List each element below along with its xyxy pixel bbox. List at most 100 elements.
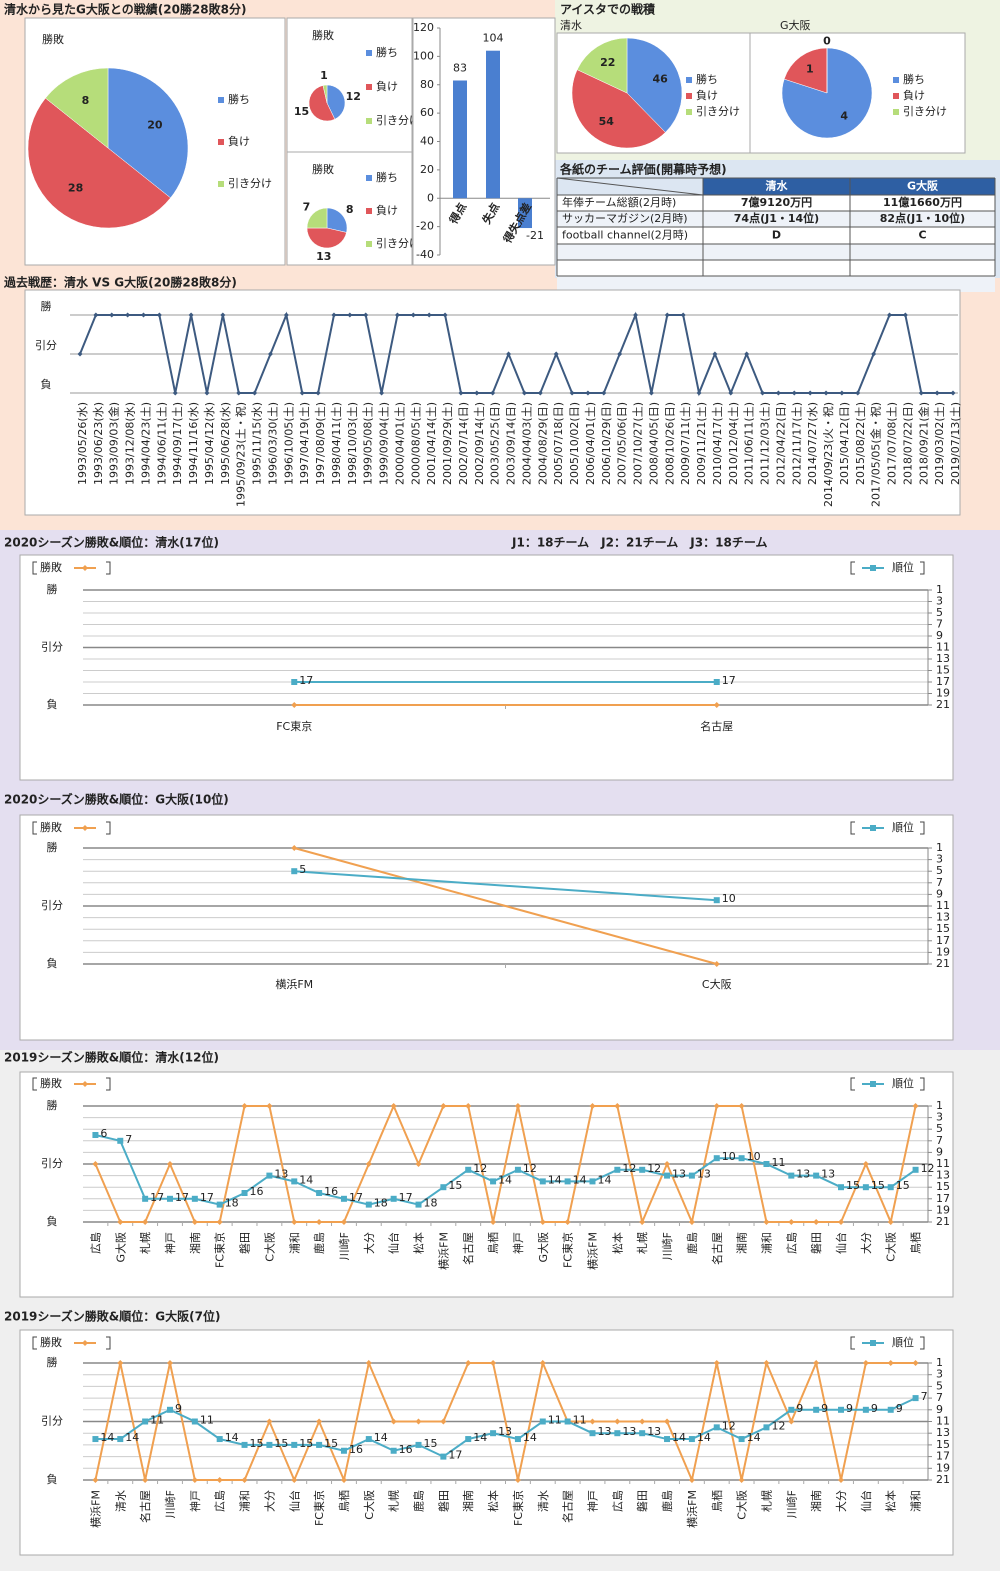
data-label: 14 — [125, 1431, 139, 1444]
table-cell: C — [918, 229, 926, 242]
table-cell: 7億9120万円 — [741, 195, 812, 209]
legend-marker — [82, 1081, 88, 1087]
marker — [490, 1430, 497, 1437]
table-cell: 82点(J1・10位) — [880, 211, 965, 225]
y2-tick-label: 19 — [936, 687, 950, 700]
data-label: 14 — [747, 1431, 761, 1444]
x-tick-label: 1994/09/17(土) — [171, 402, 184, 485]
line-series — [294, 870, 717, 902]
legend-bracket — [32, 821, 37, 835]
marker — [188, 312, 194, 318]
marker — [331, 312, 337, 318]
x-tick-label: 1995/11/15(水) — [251, 402, 264, 485]
x-tick-label: C大阪 — [884, 1232, 898, 1262]
marker — [166, 1406, 173, 1413]
legend-label: 勝ち — [903, 72, 925, 86]
y2-tick-label: 15 — [936, 1438, 950, 1451]
marker — [390, 1447, 397, 1454]
marker — [92, 1477, 99, 1483]
x-tick-label: 1995/09/23(土・祝) — [234, 402, 248, 507]
data-label: 17 — [722, 674, 736, 687]
legend-swatch — [686, 93, 692, 99]
x-tick-label: 1994/11/16(水) — [187, 402, 200, 485]
data-label: 13 — [796, 1168, 810, 1181]
x-tick-label: 磐田 — [809, 1232, 823, 1254]
data-label: 7 — [125, 1133, 132, 1146]
y-tick-label: 負 — [41, 378, 52, 391]
marker — [614, 1418, 621, 1425]
marker — [266, 1172, 273, 1179]
marker — [696, 390, 702, 396]
x-tick-label: 名古屋 — [710, 1232, 724, 1265]
marker — [379, 390, 385, 396]
marker — [363, 312, 369, 318]
marker — [887, 1219, 894, 1225]
marker — [813, 1172, 820, 1179]
marker — [664, 1436, 671, 1443]
marker — [465, 1103, 472, 1109]
y2-tick-label: 13 — [936, 652, 950, 665]
data-label: 13 — [647, 1425, 661, 1438]
y-tick-label: 80 — [420, 78, 434, 91]
legend-label: 引き分け — [376, 113, 420, 127]
marker — [267, 351, 273, 357]
data-label: 9 — [821, 1402, 828, 1415]
chart-box — [24, 289, 961, 516]
y2-tick-label: 17 — [936, 1192, 950, 1205]
chart-title: 2020シーズン勝敗&順位：清水(17位) — [4, 535, 219, 550]
x-tick-label: 名古屋 — [700, 719, 733, 733]
legend-swatch — [893, 109, 899, 115]
y-tick-label: 勝 — [47, 840, 58, 854]
marker — [191, 1219, 198, 1225]
marker — [564, 1178, 571, 1185]
marker — [241, 1477, 248, 1483]
legend-bracket — [850, 561, 855, 575]
legend-swatch — [366, 175, 372, 181]
legend-swatch — [366, 84, 372, 90]
x-tick-label: 札幌 — [635, 1232, 649, 1254]
marker — [291, 1441, 298, 1448]
data-label: 15 — [274, 1437, 288, 1450]
x-tick-label: 2007/10/27(土) — [632, 402, 645, 485]
marker — [664, 1172, 671, 1179]
marker — [442, 312, 448, 318]
legend-swatch — [366, 118, 372, 124]
legend-label: 勝ち — [696, 72, 718, 86]
marker — [191, 1418, 198, 1425]
marker — [688, 1477, 695, 1483]
marker — [639, 1418, 646, 1425]
marker — [142, 1219, 149, 1225]
y2-tick-label: 3 — [936, 853, 943, 866]
marker — [912, 1360, 919, 1366]
table-cell: 74点(J1・14位) — [734, 211, 819, 225]
data-label: 14 — [697, 1431, 711, 1444]
marker — [514, 1166, 521, 1173]
y-tick-label: 60 — [420, 106, 434, 119]
y-tick-label: 勝 — [47, 1355, 58, 1369]
x-tick-label: 2006/04/01(土) — [584, 402, 597, 485]
annotation: J1：18チーム J2：21チーム J3：18チーム — [511, 536, 767, 550]
x-tick-label: 磐田 — [635, 1490, 649, 1512]
marker — [664, 312, 670, 318]
y2-tick-label: 19 — [936, 1461, 950, 1474]
legend-swatch — [686, 109, 692, 115]
marker — [813, 1219, 820, 1225]
marker — [838, 1184, 845, 1191]
table-row-label: サッカーマガジン(2月時) — [562, 212, 688, 225]
pie-slice — [576, 37, 628, 94]
marker — [241, 1190, 248, 1196]
marker — [490, 1360, 497, 1366]
y2-tick-label: 9 — [936, 887, 943, 900]
data-label: 11 — [150, 1414, 164, 1427]
x-tick-label: 2017/05/05(金・祝) — [869, 402, 883, 507]
line-series — [95, 1397, 916, 1458]
x-tick-label: 1999/09/04(土) — [378, 402, 391, 485]
chart-title: 勝敗 — [42, 32, 64, 46]
y2-tick-label: 9 — [936, 629, 943, 642]
marker — [539, 1418, 546, 1425]
marker — [426, 312, 432, 318]
x-tick-label: 大分 — [859, 1232, 873, 1254]
pie-slice — [45, 67, 109, 149]
data-label: 83 — [453, 61, 467, 74]
